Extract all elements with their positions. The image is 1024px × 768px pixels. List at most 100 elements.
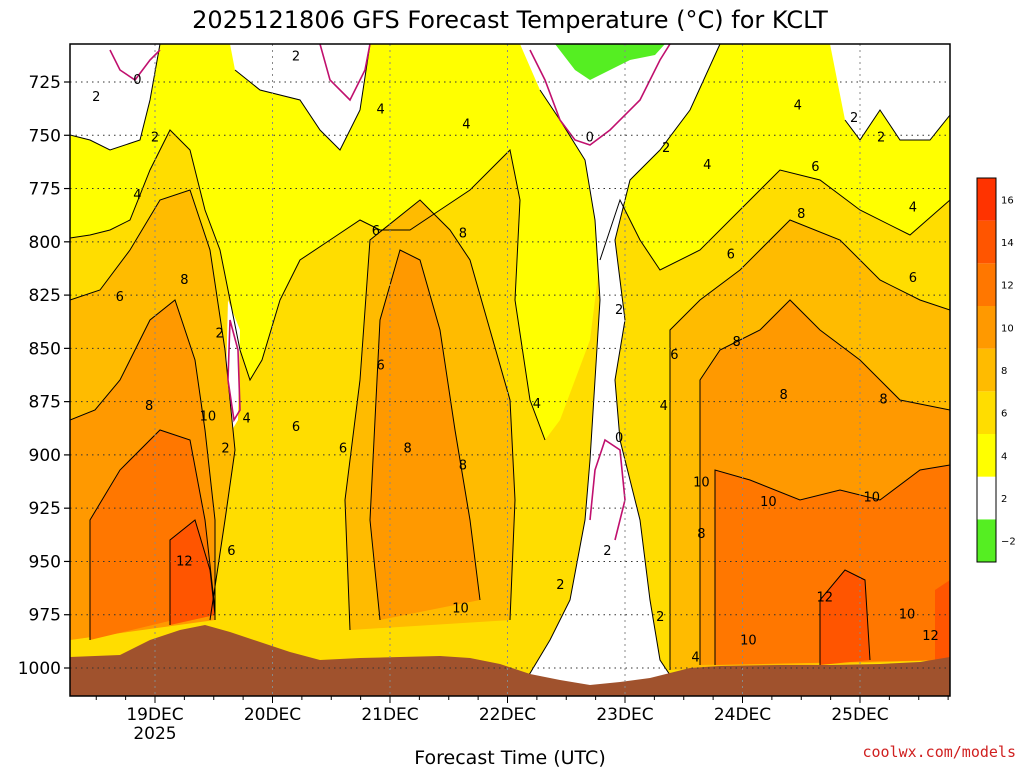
colorbar-tick-label-1: 2 <box>1001 494 1007 505</box>
contour-line-10-right <box>714 464 950 665</box>
contour-label-44: 8 <box>779 388 787 403</box>
contour-line-8-mid <box>369 249 481 621</box>
contour-line-4-right <box>599 169 950 271</box>
band-minus2-2-center <box>520 44 720 690</box>
colorbar-tick-label-2: 4 <box>1001 451 1007 462</box>
colorbar-tick-label-7: 14 <box>1001 238 1014 249</box>
colorbar-segment-5 <box>977 306 996 349</box>
y-tick-label-950: 950 <box>29 552 61 572</box>
plot-frame <box>69 43 951 697</box>
contour-label-33: 6 <box>670 348 678 363</box>
contour-label-15: 4 <box>376 103 384 118</box>
contour-label-35: 6 <box>727 248 735 263</box>
x-tick-label-21dec: 21DEC <box>361 705 418 725</box>
colorbar-segment-2 <box>977 434 996 477</box>
y-tick-label-1000: 1000 <box>18 659 61 679</box>
colorbar-tick-label-4: 8 <box>1001 366 1007 377</box>
x-axis-label: Forecast Time (UTC) <box>414 747 605 768</box>
contour-label-50: 12 <box>816 591 833 606</box>
band-12-14-left <box>170 520 215 625</box>
contour-label-1: 0 <box>133 73 141 88</box>
colorbar-segment-3 <box>977 391 996 434</box>
temperature-fill-bands <box>70 44 950 690</box>
x-tick-label-22dec: 22DEC <box>479 705 536 725</box>
contour-label-31: 2 <box>656 610 664 625</box>
contour-label-41: 2 <box>877 130 885 145</box>
contour-lines <box>70 44 950 691</box>
contour-label-13: 12 <box>176 554 193 569</box>
contour-line-2-right <box>844 109 950 141</box>
colorbar-segment-6 <box>977 263 996 306</box>
contour-label-32: 4 <box>660 399 668 414</box>
contour-label-9: 2 <box>221 442 229 457</box>
y-tick-label-850: 850 <box>29 339 61 359</box>
contour-label-28: 0 <box>615 431 623 446</box>
gridlines <box>70 44 950 696</box>
band-12-14-right <box>820 570 870 665</box>
contour-label-47: 8 <box>697 527 705 542</box>
contour-label-5: 8 <box>180 273 188 288</box>
contour-label-51: 10 <box>740 633 757 648</box>
colorbar-tick-label-5: 10 <box>1001 323 1014 334</box>
contour-label-8: 10 <box>200 410 217 425</box>
credit-link[interactable]: coolwx.com/models <box>862 743 1016 761</box>
contour-line-2-topmid <box>234 44 371 151</box>
colorbar-segment-8 <box>977 178 996 221</box>
contour-label-54: 4 <box>691 650 699 665</box>
contour-label-43: 6 <box>909 271 917 286</box>
colorbar-tick-label-0: −2 <box>1001 537 1016 548</box>
contour-label-6: 2 <box>215 326 223 341</box>
contour-line-10-left <box>89 429 216 640</box>
contour-label-22: 8 <box>459 459 467 474</box>
contour-label-19: 6 <box>376 358 384 373</box>
contour-label-18: 8 <box>459 226 467 241</box>
band-below-minus2 <box>555 44 665 80</box>
contour-label-17: 6 <box>372 224 380 239</box>
contour-label-39: 8 <box>797 207 805 222</box>
y-tick-label-825: 825 <box>29 286 61 306</box>
y-tick-label-975: 975 <box>29 606 61 626</box>
contour-label-11: 6 <box>292 420 300 435</box>
y-tick-label-925: 925 <box>29 499 61 519</box>
x-tick-label-24dec: 24DEC <box>714 705 771 725</box>
colorbar-segment-0 <box>977 519 996 562</box>
colorbar-segment-4 <box>977 348 996 392</box>
colorbar-segment-1 <box>977 476 996 520</box>
band-12-14-far-right <box>935 580 950 660</box>
contour-label-27: 2 <box>615 303 623 318</box>
contour-label-52: 10 <box>899 608 916 623</box>
contour-label-29: 2 <box>603 544 611 559</box>
contour-line-12-left <box>169 519 216 625</box>
contour-label-20: 6 <box>339 442 347 457</box>
contour-label-3: 4 <box>133 188 141 203</box>
contour-label-16: 4 <box>462 118 470 133</box>
band-8-10-mid <box>370 250 480 620</box>
contour-label-21: 8 <box>403 442 411 457</box>
contour-line-0-sliver <box>227 319 241 423</box>
contour-label-26: 2 <box>662 141 670 156</box>
y-tick-label-775: 775 <box>29 180 61 200</box>
contour-line-6-left <box>70 189 236 621</box>
contour-label-2: 2 <box>151 130 159 145</box>
contour-label-53: 12 <box>922 629 939 644</box>
contour-label-46: 10 <box>693 476 710 491</box>
zero-contours <box>109 44 671 541</box>
band-minus2-2-left <box>70 44 160 150</box>
contour-label-38: 6 <box>811 160 819 175</box>
contour-label-24: 4 <box>533 397 541 412</box>
contour-label-34: 4 <box>703 158 711 173</box>
contour-label-25: 0 <box>586 130 594 145</box>
x-tick-label-23dec: 23DEC <box>596 705 653 725</box>
y-tick-label-800: 800 <box>29 233 61 253</box>
band-2-4 <box>70 44 950 440</box>
contour-line-6-midleft <box>344 199 516 631</box>
colorbar-segment-7 <box>977 220 996 264</box>
contour-label-10: 4 <box>243 412 251 427</box>
y-tick-label-900: 900 <box>29 446 61 466</box>
band-10-12-right <box>715 465 950 665</box>
contour-label-48: 10 <box>760 495 777 510</box>
band-minus2-2-topmid <box>230 44 370 150</box>
